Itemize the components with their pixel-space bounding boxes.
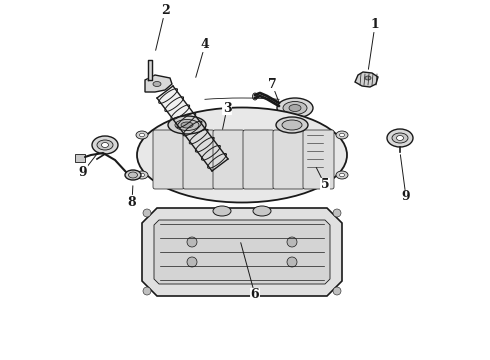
Ellipse shape bbox=[128, 172, 138, 178]
Circle shape bbox=[287, 257, 297, 267]
Bar bbox=[75, 154, 85, 162]
Circle shape bbox=[187, 237, 197, 247]
Ellipse shape bbox=[306, 169, 324, 175]
Ellipse shape bbox=[181, 122, 193, 128]
Text: 5: 5 bbox=[320, 179, 329, 192]
Polygon shape bbox=[142, 208, 342, 296]
Ellipse shape bbox=[136, 171, 148, 179]
Text: 4: 4 bbox=[200, 39, 209, 51]
Text: 9: 9 bbox=[79, 166, 87, 179]
Ellipse shape bbox=[336, 131, 348, 139]
Polygon shape bbox=[157, 86, 228, 171]
Ellipse shape bbox=[140, 173, 145, 177]
Text: 2: 2 bbox=[161, 4, 170, 18]
Ellipse shape bbox=[387, 129, 413, 147]
Ellipse shape bbox=[276, 117, 308, 133]
Ellipse shape bbox=[336, 171, 348, 179]
Ellipse shape bbox=[215, 166, 229, 171]
Ellipse shape bbox=[283, 102, 307, 114]
FancyBboxPatch shape bbox=[243, 130, 274, 189]
Circle shape bbox=[287, 237, 297, 247]
FancyBboxPatch shape bbox=[153, 130, 184, 189]
Ellipse shape bbox=[306, 125, 324, 131]
Polygon shape bbox=[154, 220, 330, 284]
FancyBboxPatch shape bbox=[273, 130, 304, 189]
Ellipse shape bbox=[175, 120, 199, 130]
Ellipse shape bbox=[213, 206, 231, 216]
Ellipse shape bbox=[211, 164, 233, 172]
FancyBboxPatch shape bbox=[183, 130, 214, 189]
Ellipse shape bbox=[282, 120, 302, 130]
FancyBboxPatch shape bbox=[213, 130, 244, 189]
Text: 7: 7 bbox=[268, 77, 276, 90]
Ellipse shape bbox=[277, 98, 313, 118]
Circle shape bbox=[187, 257, 197, 267]
Polygon shape bbox=[145, 75, 172, 92]
FancyBboxPatch shape bbox=[305, 126, 325, 173]
Circle shape bbox=[333, 287, 341, 295]
Ellipse shape bbox=[137, 108, 347, 202]
Ellipse shape bbox=[365, 76, 371, 80]
Circle shape bbox=[333, 209, 341, 217]
Ellipse shape bbox=[97, 140, 113, 150]
Text: 8: 8 bbox=[128, 195, 136, 208]
Ellipse shape bbox=[136, 131, 148, 139]
Polygon shape bbox=[148, 60, 152, 80]
Ellipse shape bbox=[101, 143, 108, 148]
FancyBboxPatch shape bbox=[303, 130, 334, 189]
Ellipse shape bbox=[340, 173, 344, 177]
Ellipse shape bbox=[168, 116, 206, 134]
Ellipse shape bbox=[252, 93, 258, 100]
Ellipse shape bbox=[253, 206, 271, 216]
Ellipse shape bbox=[125, 170, 141, 180]
Text: 3: 3 bbox=[222, 102, 231, 114]
Polygon shape bbox=[355, 72, 378, 87]
Ellipse shape bbox=[153, 81, 161, 86]
Ellipse shape bbox=[92, 136, 118, 154]
Ellipse shape bbox=[396, 135, 403, 140]
Text: 1: 1 bbox=[370, 18, 379, 31]
Ellipse shape bbox=[392, 133, 408, 143]
Ellipse shape bbox=[140, 133, 145, 137]
Circle shape bbox=[143, 287, 151, 295]
Text: 9: 9 bbox=[402, 190, 410, 203]
Ellipse shape bbox=[340, 133, 344, 137]
Text: 6: 6 bbox=[251, 288, 259, 302]
Circle shape bbox=[143, 209, 151, 217]
Ellipse shape bbox=[289, 104, 301, 112]
